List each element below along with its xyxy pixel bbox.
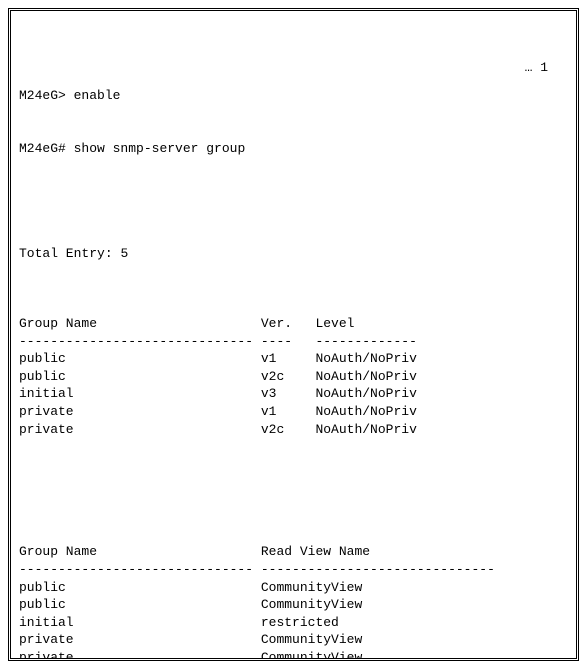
section-ver-level: Group Name Ver. Level-------------------…: [19, 315, 568, 438]
total-entry-label: Total Entry:: [19, 246, 113, 261]
section-read-view: Group Name Read View Name---------------…: [19, 543, 568, 661]
blank-line: [19, 192, 568, 210]
header-row: Group Name Ver. Level: [19, 315, 568, 333]
table-row: public CommunityView: [19, 596, 568, 614]
prompt-line-show: M24eG# show snmp-server group: [19, 140, 568, 158]
table-row: initial v3 NoAuth/NoPriv: [19, 385, 568, 403]
total-entry-value: 5: [120, 246, 128, 261]
cmd-show: show snmp-server group: [74, 141, 246, 156]
table-row: private CommunityView: [19, 649, 568, 661]
table-row: private CommunityView: [19, 631, 568, 649]
table-row: public v1 NoAuth/NoPriv: [19, 350, 568, 368]
header-row: Group Name Read View Name: [19, 543, 568, 561]
separator-row: ------------------------------ ---- ----…: [19, 333, 568, 351]
table-row: private v2c NoAuth/NoPriv: [19, 421, 568, 439]
cmd-enable: enable: [74, 88, 121, 103]
table-row: initial restricted: [19, 614, 568, 632]
blank-line: [19, 491, 568, 509]
table-row: public CommunityView: [19, 579, 568, 597]
prompt-priv: M24eG#: [19, 141, 66, 156]
annotation-marker: … 1: [525, 59, 548, 77]
total-entry-line: Total Entry: 5: [19, 245, 568, 263]
prompt-user: M24eG>: [19, 88, 66, 103]
separator-row: ------------------------------ ---------…: [19, 561, 568, 579]
table-row: public v2c NoAuth/NoPriv: [19, 368, 568, 386]
table-row: private v1 NoAuth/NoPriv: [19, 403, 568, 421]
terminal-window: … 1 M24eG> enable M24eG# show snmp-serve…: [8, 8, 579, 661]
prompt-line-enable: M24eG> enable: [19, 87, 568, 105]
